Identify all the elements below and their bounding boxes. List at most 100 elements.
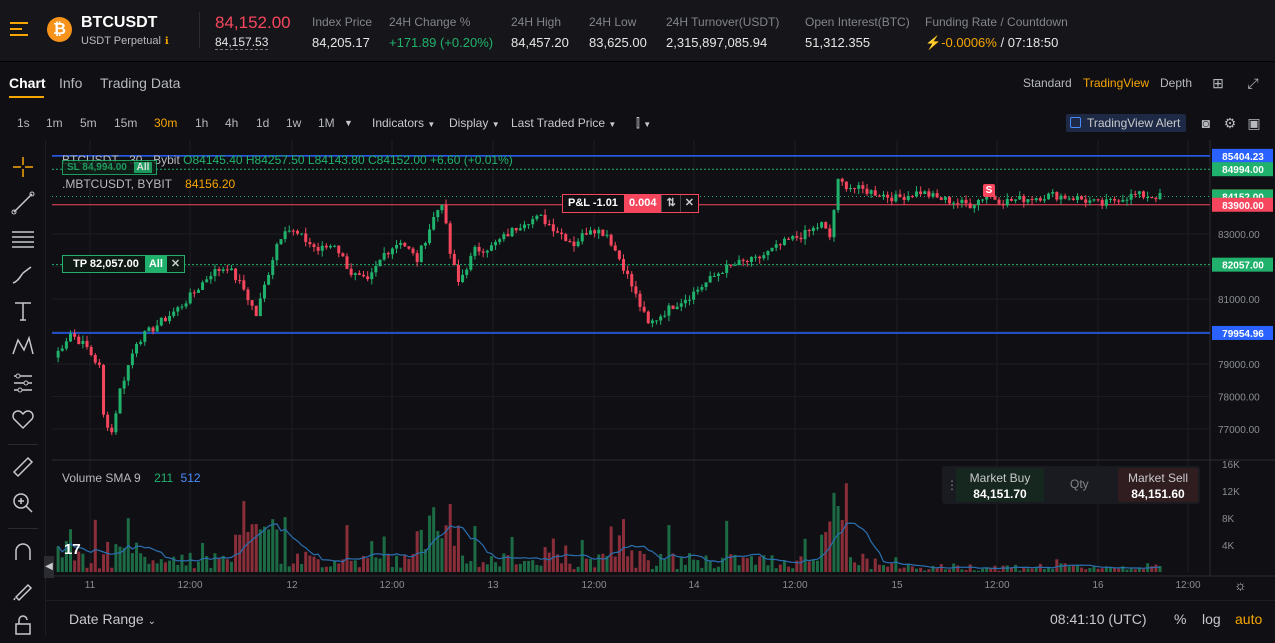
- volume-bar: [1104, 566, 1108, 572]
- percent-scale-toggle[interactable]: %: [1174, 611, 1187, 627]
- price-type-menu[interactable]: Last Traded Price ▼: [511, 116, 617, 130]
- tf-1s[interactable]: 1s: [17, 116, 30, 130]
- date-range-menu[interactable]: Date Range ⌄: [69, 611, 156, 627]
- horizontal-lines-icon[interactable]: [10, 226, 36, 252]
- candle-body: [312, 244, 316, 248]
- volume-bar: [333, 561, 337, 572]
- pattern-icon[interactable]: [10, 334, 36, 360]
- volume-bar: [1063, 563, 1067, 572]
- volume-bar: [1100, 568, 1104, 572]
- view-depth[interactable]: Depth: [1160, 76, 1193, 90]
- lock-drawing-icon[interactable]: [10, 576, 36, 602]
- candle-body: [1084, 199, 1088, 203]
- volume-bar: [1158, 565, 1162, 572]
- volume-bar: [721, 557, 725, 572]
- volume-bar: [948, 569, 952, 572]
- time-axis-settings-icon[interactable]: ☼: [1234, 577, 1247, 593]
- symbol-name[interactable]: BTCUSDT: [81, 14, 158, 31]
- timeframe-more-caret-icon[interactable]: ▼: [344, 118, 353, 128]
- candle-body: [1051, 192, 1055, 194]
- volume-bar: [630, 550, 634, 572]
- tf-4h[interactable]: 4h: [225, 116, 239, 130]
- tp-all-button[interactable]: All: [144, 256, 167, 272]
- settings-icon[interactable]: ⚙: [1223, 115, 1237, 131]
- volume-tick-label: 8K: [1222, 514, 1235, 525]
- forecast-icon[interactable]: [10, 370, 36, 396]
- tf-30m[interactable]: 30m: [154, 116, 178, 130]
- crosshair-icon[interactable]: [10, 154, 36, 180]
- qty-input[interactable]: Qty: [1070, 477, 1089, 491]
- tf-1m[interactable]: 1m: [46, 116, 63, 130]
- volume-bar: [890, 563, 894, 572]
- header-divider: [199, 12, 200, 48]
- tf-1w[interactable]: 1w: [286, 116, 302, 130]
- candle-body: [572, 241, 576, 247]
- candle-body: [518, 228, 522, 231]
- camera-icon[interactable]: ◙: [1201, 115, 1211, 131]
- time-tick-label: 12:00: [379, 580, 404, 591]
- tf-1h[interactable]: 1h: [195, 116, 209, 130]
- ruler-icon[interactable]: [10, 454, 36, 480]
- tf-5m[interactable]: 5m: [80, 116, 97, 130]
- fullscreen-icon[interactable]: ▣: [1247, 115, 1261, 131]
- chart-area[interactable]: 83000.0082000.0081000.0080000.0079000.00…: [44, 140, 1275, 636]
- tf-1d[interactable]: 1d: [256, 116, 270, 130]
- auto-scale-toggle[interactable]: auto: [1235, 611, 1263, 627]
- candle-body: [873, 190, 877, 196]
- candle-body: [840, 178, 844, 182]
- time-tick-label: 12:00: [581, 580, 606, 591]
- collapse-toolbar-icon[interactable]: ◀: [44, 556, 54, 578]
- price-chart[interactable]: 83000.0082000.0081000.0080000.0079000.00…: [52, 140, 1275, 600]
- sl-order-label[interactable]: SL 84,994.00 All: [62, 160, 158, 175]
- log-scale-toggle[interactable]: log: [1202, 611, 1221, 627]
- candle-body: [378, 259, 382, 267]
- tradingview-alert-button[interactable]: TradingView Alert: [1066, 114, 1187, 132]
- reverse-icon[interactable]: ⇅: [661, 195, 679, 212]
- candle-body: [353, 273, 357, 275]
- expand-icon[interactable]: ⤢: [1247, 75, 1259, 91]
- tab-chart[interactable]: Chart: [9, 75, 46, 91]
- menu-icon[interactable]: [10, 22, 28, 38]
- candle-body: [324, 245, 328, 248]
- volume-bar: [927, 569, 931, 572]
- candle-body: [749, 256, 753, 262]
- tp-order-label[interactable]: TP 82,057.00 All ✕: [62, 255, 186, 273]
- tf-1M[interactable]: 1M: [318, 116, 335, 130]
- info-icon[interactable]: ℹ: [164, 36, 169, 47]
- utc-clock[interactable]: 08:41:10 (UTC): [1050, 611, 1147, 627]
- favorites-heart-icon[interactable]: [10, 406, 36, 432]
- candle-body: [923, 191, 927, 195]
- candle-body: [411, 248, 415, 254]
- volume-bar: [395, 555, 399, 572]
- candle-body: [399, 242, 403, 245]
- market-sell-button[interactable]: Market Sell 84,151.60: [1118, 468, 1198, 502]
- text-tool-icon[interactable]: [10, 298, 36, 324]
- lock-icon[interactable]: [10, 612, 36, 638]
- trend-line-icon[interactable]: [10, 190, 36, 216]
- indicators-menu[interactable]: Indicators ▼: [372, 116, 436, 130]
- candle-body: [580, 233, 584, 242]
- drag-handle-icon[interactable]: ⋮: [946, 478, 958, 492]
- volume-bar: [159, 559, 163, 572]
- tp-close-icon[interactable]: ✕: [170, 258, 181, 270]
- tab-info[interactable]: Info: [59, 75, 83, 91]
- candle-body: [568, 240, 572, 242]
- zoom-in-icon[interactable]: [10, 490, 36, 516]
- candle-body: [436, 210, 440, 218]
- view-tradingview[interactable]: TradingView: [1083, 76, 1150, 90]
- view-standard[interactable]: Standard: [1023, 76, 1072, 90]
- market-buy-button[interactable]: Market Buy 84,151.70: [956, 468, 1044, 502]
- magnet-icon[interactable]: [10, 540, 36, 566]
- volume-bar: [848, 557, 852, 572]
- volume-bar: [341, 559, 345, 572]
- layout-grid-icon[interactable]: ⊞: [1212, 75, 1224, 91]
- volume-bar: [960, 569, 964, 572]
- candle-type-icon[interactable]: ⫿ ▼: [636, 116, 652, 130]
- close-position-icon[interactable]: ✕: [679, 195, 698, 212]
- tab-trading-data[interactable]: Trading Data: [100, 75, 181, 91]
- volume-bar: [324, 566, 328, 572]
- pnl-position-label[interactable]: P&L -1.01 0.004 ⇅ ✕: [562, 194, 699, 213]
- tf-15m[interactable]: 15m: [114, 116, 138, 130]
- brush-icon[interactable]: [10, 262, 36, 288]
- display-menu[interactable]: Display ▼: [449, 116, 500, 130]
